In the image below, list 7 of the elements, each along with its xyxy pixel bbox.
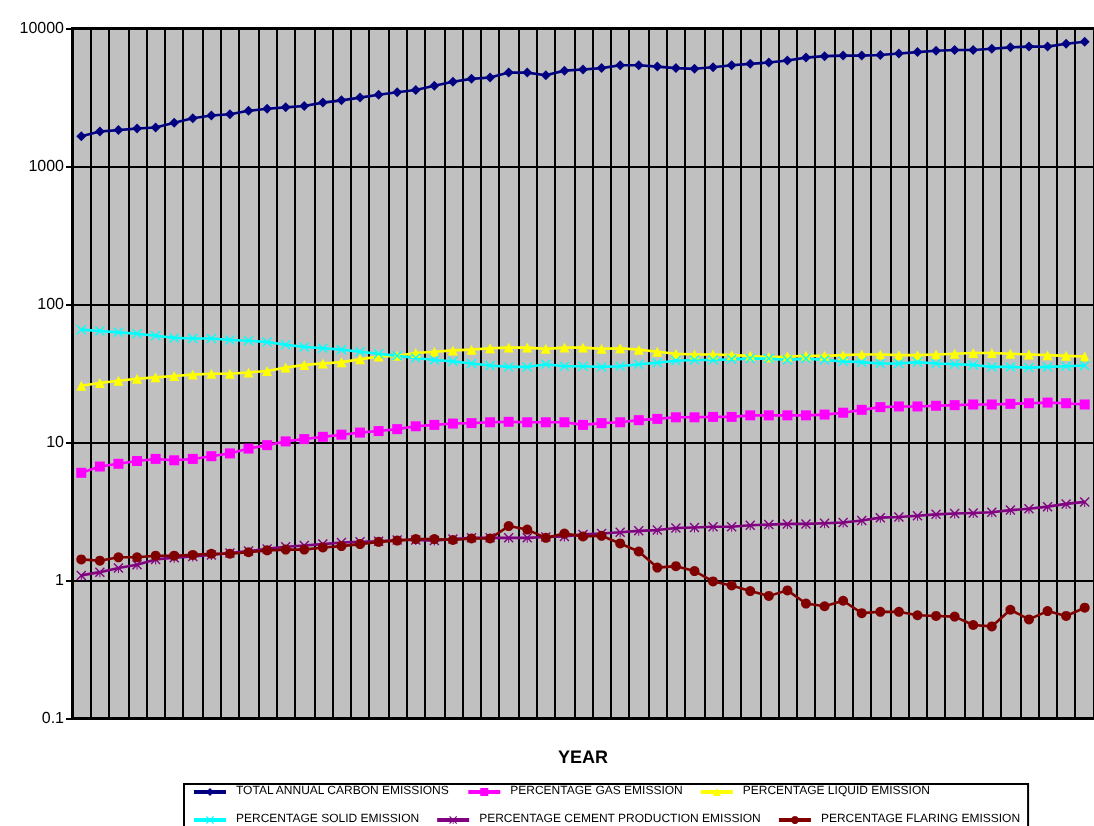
y-tick-label: 10000 (19, 19, 66, 37)
y-tick-label: 1000 (28, 157, 66, 175)
x-axis-title: YEAR (557, 747, 609, 767)
y-tick-label: 10 (46, 433, 66, 451)
y-tick-label: 1 (55, 571, 66, 589)
y-tick-label: 100 (37, 295, 66, 313)
y-tick-label: 0.1 (41, 709, 66, 727)
